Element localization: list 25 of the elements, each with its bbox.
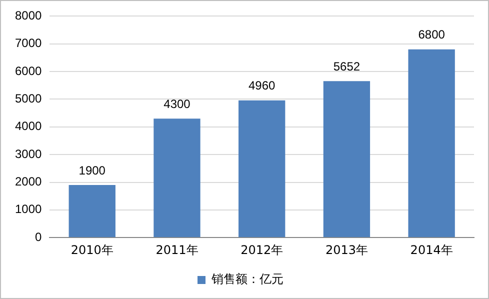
bar <box>323 81 370 238</box>
legend-label: 销售额：亿元 <box>210 272 284 286</box>
bar <box>238 100 286 238</box>
data-label: 5652 <box>333 59 360 74</box>
y-tick-label: 8000 <box>14 8 42 23</box>
y-tick-label: 1000 <box>14 202 42 216</box>
bar <box>408 49 455 238</box>
bar <box>154 118 200 238</box>
x-tick-label: 2012年 <box>240 242 284 257</box>
y-tick-label: 0 <box>35 230 42 244</box>
data-label: 1900 <box>78 163 106 178</box>
y-tick-label: 4000 <box>14 119 42 134</box>
bar <box>68 185 116 238</box>
data-label: 4960 <box>248 78 276 93</box>
data-label: 6800 <box>418 28 446 42</box>
x-tick-label: 2011年 <box>156 242 198 257</box>
x-tick-label: 2013年 <box>325 242 368 257</box>
y-tick-label: 7000 <box>14 36 42 50</box>
x-tick-label: 2014年 <box>410 242 453 257</box>
x-tick-label: 2010年 <box>70 242 114 257</box>
y-tick-label: 2000 <box>14 174 42 189</box>
data-label: 4300 <box>164 96 191 111</box>
y-tick-label: 3000 <box>14 146 42 161</box>
y-tick-label: 6000 <box>14 64 42 78</box>
y-tick-label: 5000 <box>14 92 42 106</box>
